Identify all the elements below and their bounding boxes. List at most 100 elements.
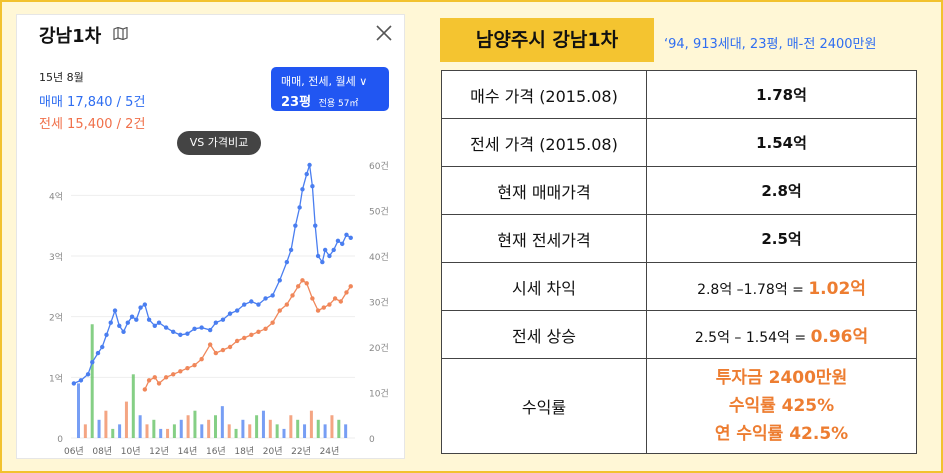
volume-bar [90,324,94,438]
data-point [332,296,338,301]
yield-values: 투자금 2400만원 수익률 425% 연 수익률 42.5% [646,358,917,454]
data-point [163,325,169,330]
data-point [320,259,325,265]
table-row: 현재 매매가격 2.8억 [441,166,917,215]
volume-bar [131,374,135,438]
price-chart: 0 1억 2억 3억 4억 0 10건 20건 30건 40건 50건 60건 06년 08년 10년 12년… [49,161,389,457]
data-point [307,162,312,168]
filter-size: 23평 전용 57㎡ [281,91,358,110]
data-point [146,317,152,322]
x-tick-label: 20년 [263,446,283,457]
table-row: 수익률 투자금 2400만원 수익률 425% 연 수익률 42.5% [441,358,917,454]
volume-bar [166,428,170,438]
data-point [227,344,233,350]
data-point [249,332,254,338]
volume-bar [83,424,87,438]
volume-bar [275,424,279,438]
data-point [256,302,261,307]
row-label: 현재 매매가격 [441,166,647,215]
row-label: 현재 전세가격 [441,214,647,263]
data-point [220,317,226,322]
map-icon[interactable] [113,27,128,40]
y2-tick-label: 40건 [369,252,389,263]
close-icon[interactable] [374,23,394,43]
data-point [335,238,341,244]
y2-tick-label: 0 [369,435,375,445]
data-point [284,259,290,265]
rent-price-info: 전세 15,400 / 2건 [39,117,146,132]
volume-bar [289,415,293,438]
title-box: 남양주시 강남1차 [440,18,654,62]
x-tick-label: 12년 [149,446,169,457]
data-point [220,347,226,353]
row-value: 1.54억 [646,118,917,167]
volume-bar [152,419,156,438]
data-point [178,332,183,338]
data-point [171,329,176,335]
series-line [144,279,352,390]
volume-bar [309,410,313,438]
data-point [300,278,305,283]
volume-bar [296,419,300,438]
x-tick-label: 10년 [121,446,141,457]
table-row: 현재 전세가격 2.5억 [441,214,917,263]
data-point [178,369,183,374]
row-value: 2.8억 [646,166,917,215]
row-label: 전세 가격 (2015.08) [441,118,647,167]
sale-price-info: 매매 17,840 / 5건 [39,95,146,110]
data-point [242,302,247,307]
row-value: 1.78억 [646,70,917,119]
data-point [85,372,91,377]
data-point [348,235,353,240]
volume-bar [227,424,231,438]
calc-result: 0.96억 [810,327,869,347]
volume-bar [193,410,197,438]
data-point [340,241,345,247]
volume-bar [282,428,286,438]
volume-bar [248,424,252,438]
data-point [331,247,336,253]
row-label: 매수 가격 (2015.08) [441,70,647,119]
summary-title: 남양주시 강남1차 [475,29,619,51]
data-point [108,320,113,325]
data-point [146,378,152,383]
table-row: 시세 차익 2.8억 –1.78억 = 1.02억 [441,262,917,311]
data-point [192,363,197,368]
vs-compare-button[interactable]: VS 가격비교 [177,131,261,155]
x-tick-label: 16년 [206,446,226,457]
data-point [310,184,315,189]
data-point [256,329,261,335]
y-tick-label: 4억 [49,190,63,202]
data-point [300,187,305,192]
y2-tick-label: 10건 [369,389,389,400]
data-point [234,308,240,313]
filter-trade-types: 매매, 전세, 월세 ∨ [281,75,368,88]
data-point [71,381,77,386]
data-point [142,302,148,307]
data-point [310,296,315,301]
data-point [100,344,105,350]
data-point [152,375,157,380]
row-value: 2.5억 [646,214,917,263]
data-point [185,331,190,336]
volume-bar [159,428,163,438]
volume-bar [220,406,224,438]
data-point [338,299,343,304]
data-point [90,359,95,365]
x-tick-label: 24년 [320,446,340,457]
trade-type-filter-button[interactable]: 매매, 전세, 월세 ∨ 23평 전용 57㎡ [271,67,389,111]
table-row: 매수 가격 (2015.08) 1.78억 [441,70,917,119]
data-point [321,305,326,310]
data-point [121,329,126,335]
row-value: 2.5억 – 1.54억 = 0.96억 [646,310,917,359]
data-point [348,284,353,289]
calc-expression: 2.5억 – 1.54억 = [694,330,811,346]
volume-bar [145,424,149,438]
volume-bar [316,419,320,438]
data-point [263,296,268,301]
data-point [327,302,332,307]
data-point [125,320,130,325]
volume-bar [261,410,265,438]
y-tick-label: 2억 [49,312,63,324]
filter-pyeong: 23평 [281,95,312,110]
